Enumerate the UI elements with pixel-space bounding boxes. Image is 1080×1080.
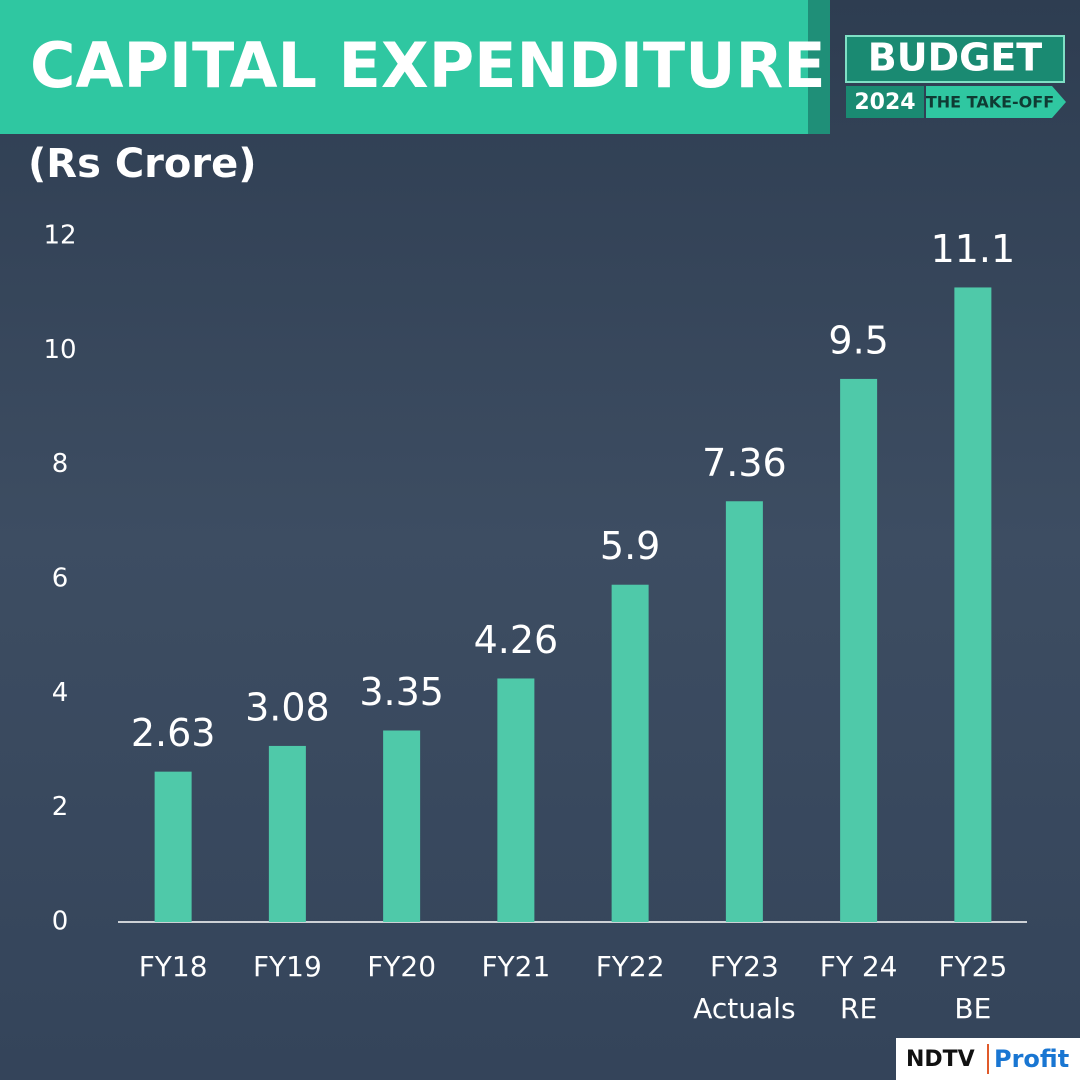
x-tick-label: FY22 [596,950,665,983]
badge-arrow [926,86,1066,118]
value-label: 3.08 [245,685,330,729]
title-bar-edge [808,0,830,134]
logo-product: Profit [994,1045,1069,1073]
bar [725,501,763,922]
chart-title: CAPITAL EXPENDITURE [30,29,826,102]
badge-year: 2024 [854,90,915,115]
bar [840,378,878,923]
y-tick-label: 10 [43,335,76,365]
bar [497,678,535,922]
x-tick-label: Actuals [693,992,795,1025]
badge-tagline: THE TAKE-OFF [926,93,1054,112]
x-tick-label: FY18 [139,950,208,983]
badge-title: BUDGET [868,36,1043,80]
y-tick-label: 0 [52,907,69,937]
budget-badge: BUDGET 2024 THE TAKE-OFF [845,35,1066,118]
logo-brand: NDTV [906,1047,975,1072]
y-tick-label: 8 [52,449,69,479]
x-tick-label: FY25 [938,950,1007,983]
y-tick-label: 2 [52,792,69,822]
value-label: 5.9 [600,524,660,568]
value-label: 3.35 [359,670,444,714]
bar [154,771,192,922]
x-tick-label: FY21 [481,950,550,983]
bar [383,730,421,922]
bar [268,745,306,922]
x-tick-label: BE [954,992,991,1025]
bar [611,584,649,922]
y-tick-label: 6 [52,564,69,594]
y-tick-label: 12 [43,221,76,251]
badge-year-box [846,86,924,118]
y-tick-label: 4 [52,678,69,708]
x-tick-label: RE [840,992,877,1025]
value-label: 2.63 [131,711,216,755]
value-label: 4.26 [474,618,559,662]
bar [954,287,992,922]
x-tick-label: FY 24 [820,950,898,983]
x-tick-label: FY20 [367,950,436,983]
title-bar [0,0,808,134]
logo: NDTV Profit [896,1038,1080,1080]
x-tick-label: FY19 [253,950,322,983]
value-label: 7.36 [702,441,787,485]
badge-top [845,35,1065,83]
chart-subtitle: (Rs Crore) [28,141,257,187]
value-label: 9.5 [828,318,888,362]
x-tick-label: FY23 [710,950,779,983]
value-label: 11.1 [931,227,1016,271]
